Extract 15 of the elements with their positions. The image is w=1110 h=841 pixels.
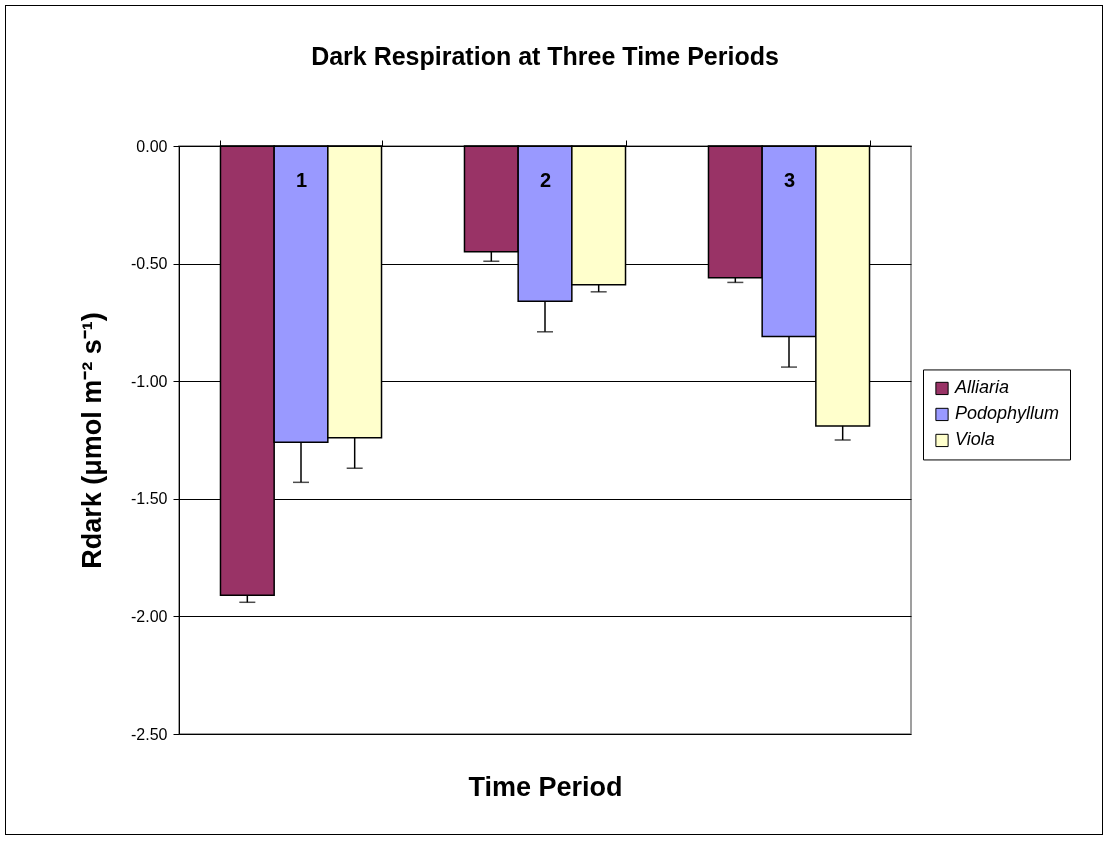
y-axis-title: Rdark (μmol m⁻² s⁻¹) — [77, 312, 108, 569]
y-tick-label: 0.00 — [136, 137, 168, 155]
x-tick-label: 2 — [539, 168, 552, 191]
legend-label: Podophyllum — [955, 403, 1060, 424]
y-tick-label: -1.00 — [131, 372, 168, 390]
y-tick-label: -0.50 — [131, 255, 168, 273]
legend-label: Viola — [955, 429, 995, 450]
y-tick-label: -1.50 — [131, 490, 168, 508]
legend-label: Alliaria — [954, 377, 1010, 398]
y-tick-label: -2.50 — [131, 725, 168, 743]
x-tick-label: 3 — [783, 168, 796, 191]
x-axis-title: Time Period — [468, 771, 623, 802]
y-tick-label: -2.00 — [131, 607, 168, 625]
x-tick-label: 1 — [295, 168, 308, 191]
chart-title: Dark Respiration at Three Time Periods — [311, 42, 779, 70]
